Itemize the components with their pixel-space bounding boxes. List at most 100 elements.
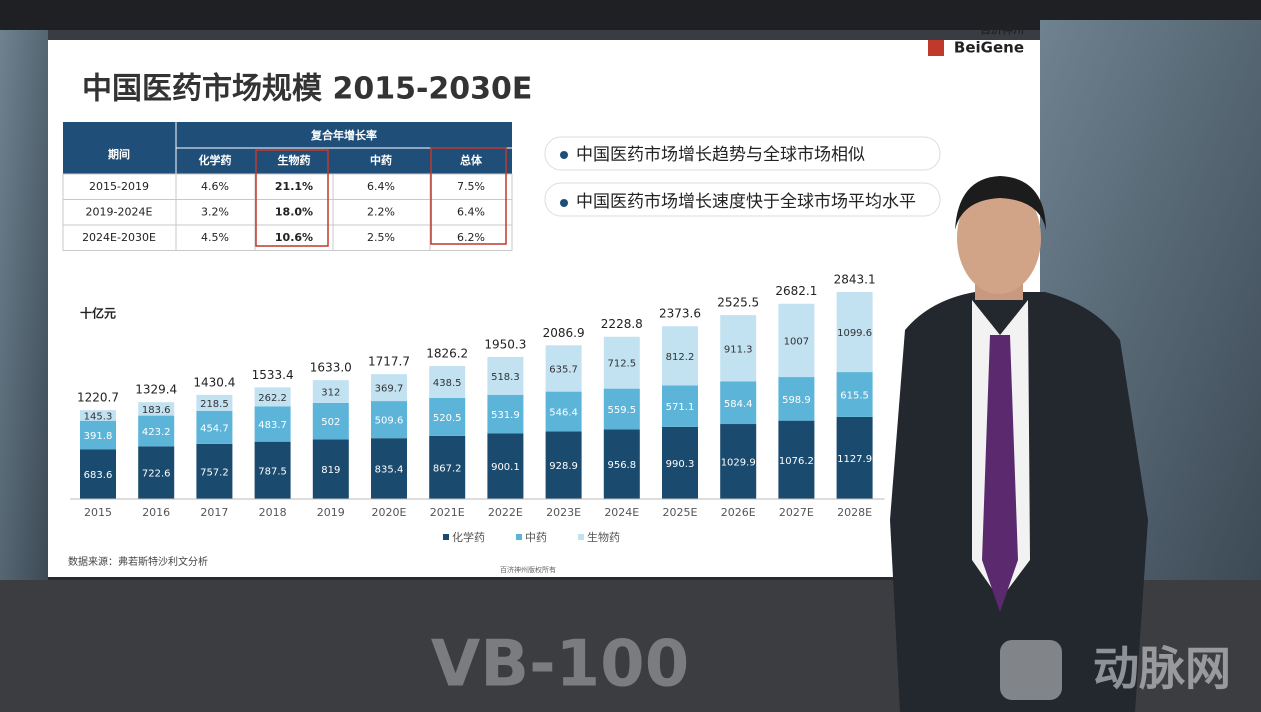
table-cell: 4.6% xyxy=(201,180,229,193)
table-cell: 6.4% xyxy=(367,180,395,193)
table-row xyxy=(62,224,513,251)
bar-segment xyxy=(196,410,233,444)
source: 数据来源：弗若斯特沙利文分析 xyxy=(68,555,208,568)
value-label: 1127.9 xyxy=(837,454,872,465)
bar-segment xyxy=(603,429,640,499)
chart: 683.6 391.8 145.3 1220.7 2015 722.6 423.2 183.6… xyxy=(70,273,885,544)
left-wall xyxy=(0,30,48,580)
legend-label: 中药 xyxy=(525,531,547,544)
value-label: 518.3 xyxy=(491,372,520,383)
value-label: 502 xyxy=(321,417,340,428)
total-label: 1633.0 xyxy=(310,361,352,375)
bar-segment xyxy=(429,366,466,398)
value-label: 722.6 xyxy=(142,469,171,480)
total-label: 1950.3 xyxy=(484,338,526,352)
bar-segment xyxy=(545,431,582,499)
bar-segment xyxy=(371,374,407,402)
header-cell: 生物药 xyxy=(278,153,311,167)
value-label: 584.4 xyxy=(724,399,753,410)
value-label: 183.6 xyxy=(142,405,171,416)
value-label: 757.2 xyxy=(200,467,229,478)
value-label: 1029.9 xyxy=(721,458,756,469)
value-label: 531.9 xyxy=(491,410,520,421)
highlight-box xyxy=(430,147,507,245)
bar-segment xyxy=(720,424,757,499)
slide-title: 中国医药市场规模 2015-2030E xyxy=(82,72,532,107)
value-label: 1099.6 xyxy=(837,328,872,339)
total-label: 1717.7 xyxy=(368,355,410,369)
total-label: 2682.1 xyxy=(775,284,817,298)
bar-segment xyxy=(80,449,116,499)
bar-segment xyxy=(138,415,175,447)
unit-label: 十亿元 xyxy=(80,306,116,321)
bar-segment xyxy=(778,420,815,499)
bar-segment xyxy=(254,406,291,442)
logo-icon xyxy=(928,40,944,56)
bullet-dot xyxy=(560,199,568,207)
bar-segment xyxy=(778,377,815,421)
value-label: 635.7 xyxy=(549,364,578,375)
bar-segment xyxy=(80,410,116,421)
table-cell: 10.6% xyxy=(275,231,313,244)
total-label: 2228.8 xyxy=(601,317,643,331)
bar-segment xyxy=(603,388,640,430)
x-tick-label: 2027E xyxy=(779,506,814,519)
table-cell: 6.4% xyxy=(457,206,485,219)
bar-segment xyxy=(80,420,116,450)
x-tick-label: 2019 xyxy=(317,506,345,519)
bullet-dot xyxy=(560,151,568,159)
value-label: 928.9 xyxy=(549,461,578,472)
bar-segment xyxy=(487,357,524,395)
bar-segment xyxy=(138,402,175,416)
total-label: 1329.4 xyxy=(135,383,177,397)
table-cell: 2015-2019 xyxy=(89,180,149,193)
bar-segment xyxy=(836,372,873,417)
bar-segment xyxy=(603,336,640,389)
value-label: 683.6 xyxy=(84,470,113,481)
hair xyxy=(955,176,1046,230)
value-label: 990.3 xyxy=(666,459,695,470)
value-label: 262.2 xyxy=(258,393,287,404)
value-label: 1007 xyxy=(784,336,809,347)
bar-segment xyxy=(545,391,582,432)
header-cell: 总体 xyxy=(460,153,483,167)
legend-swatch xyxy=(578,534,584,540)
x-tick-label: 2024E xyxy=(604,506,639,519)
value-label: 218.5 xyxy=(200,399,229,410)
header-cell: 中药 xyxy=(370,153,392,167)
table-row xyxy=(62,173,513,200)
bar-segment xyxy=(371,438,407,499)
x-tick-label: 2020E xyxy=(372,506,407,519)
value-label: 454.7 xyxy=(200,423,229,434)
value-label: 911.3 xyxy=(724,344,753,355)
bar-segment xyxy=(545,345,582,392)
bullet-pill xyxy=(544,136,941,171)
value-label: 391.8 xyxy=(84,431,113,442)
value-label: 369.7 xyxy=(375,384,404,395)
header-cell: 期间 xyxy=(108,147,130,161)
bar-segment xyxy=(254,387,291,407)
cagr-table: 期间 复合年增长率 化学药 生物药 中药 总体 2015-2019 4.6% 21.… xyxy=(62,122,513,251)
value-label: 787.5 xyxy=(258,466,287,477)
bar-segment xyxy=(836,416,873,499)
table-cell: 18.0% xyxy=(275,206,313,219)
bar-segment xyxy=(720,315,757,382)
value-label: 546.4 xyxy=(549,407,578,418)
total-label: 1533.4 xyxy=(252,368,294,382)
speaker xyxy=(890,176,1148,712)
stage-logo: VB-100 xyxy=(431,628,689,702)
value-label: 483.7 xyxy=(258,420,287,431)
value-label: 312 xyxy=(321,387,340,398)
value-label: 598.9 xyxy=(782,395,811,406)
bar-segment xyxy=(836,292,873,373)
bar-segment xyxy=(487,394,524,434)
table-cell: 7.5% xyxy=(457,180,485,193)
logo-en: BeiGene xyxy=(954,39,1024,57)
bar-segment xyxy=(720,381,757,425)
legend-label: 化学药 xyxy=(452,530,485,544)
bar-segment xyxy=(487,433,524,499)
bullet-text: 中国医药市场增长速度快于全球市场平均水平 xyxy=(576,192,916,212)
value-label: 900.1 xyxy=(491,462,520,473)
